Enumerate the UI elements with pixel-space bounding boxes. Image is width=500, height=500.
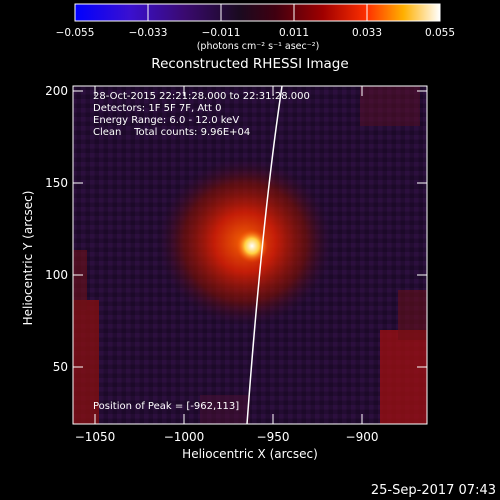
colorbar-tick-label: −0.033	[129, 27, 168, 39]
rhessi-image	[73, 86, 427, 424]
peak-position-label: Position of Peak = [-962,113]	[93, 401, 239, 412]
colorbar-ticks	[147, 4, 368, 21]
plot-frame	[72, 85, 428, 425]
colorbar-tick-label: 0.055	[425, 27, 455, 39]
x-axis-ticks	[94, 86, 363, 424]
timestamp: 25-Sep-2017 07:43	[371, 483, 496, 498]
y-tick-label: 150	[45, 176, 68, 190]
colorbar-tick-label: −0.011	[202, 27, 241, 39]
colorbar-tick-label: −0.055	[56, 27, 95, 39]
y-tick-label: 50	[53, 360, 68, 374]
y-tick-label: 100	[45, 268, 68, 282]
x-tick-label: −900	[346, 430, 379, 444]
info-clean-counts: Clean Total counts: 9.96E+04	[93, 127, 250, 138]
x-tick-label: −1050	[75, 430, 116, 444]
colorbar	[74, 3, 441, 22]
y-axis-label: Heliocentric Y (arcsec)	[21, 191, 35, 326]
x-tick-label: −950	[257, 430, 290, 444]
x-axis-label: Heliocentric X (arcsec)	[182, 447, 318, 461]
plot-title: Reconstructed RHESSI Image	[151, 56, 348, 72]
solar-limb	[246, 86, 283, 424]
info-detectors: Detectors: 1F 5F 7F, Att 0	[93, 103, 221, 114]
source-peak	[236, 229, 268, 263]
info-energy-range: Energy Range: 6.0 - 12.0 keV	[93, 115, 239, 126]
colorbar-tick-label: 0.033	[352, 27, 382, 39]
colorbar-unit-label: (photons cm⁻² s⁻¹ asec⁻²)	[197, 41, 320, 52]
y-axis-ticks	[73, 90, 427, 368]
x-tick-label: −1000	[164, 430, 205, 444]
y-tick-label: 200	[45, 84, 68, 98]
info-time-range: 28-Oct-2015 22:21:28.000 to 22:31:28.000	[93, 91, 310, 102]
colorbar-tick-label: 0.011	[279, 27, 309, 39]
